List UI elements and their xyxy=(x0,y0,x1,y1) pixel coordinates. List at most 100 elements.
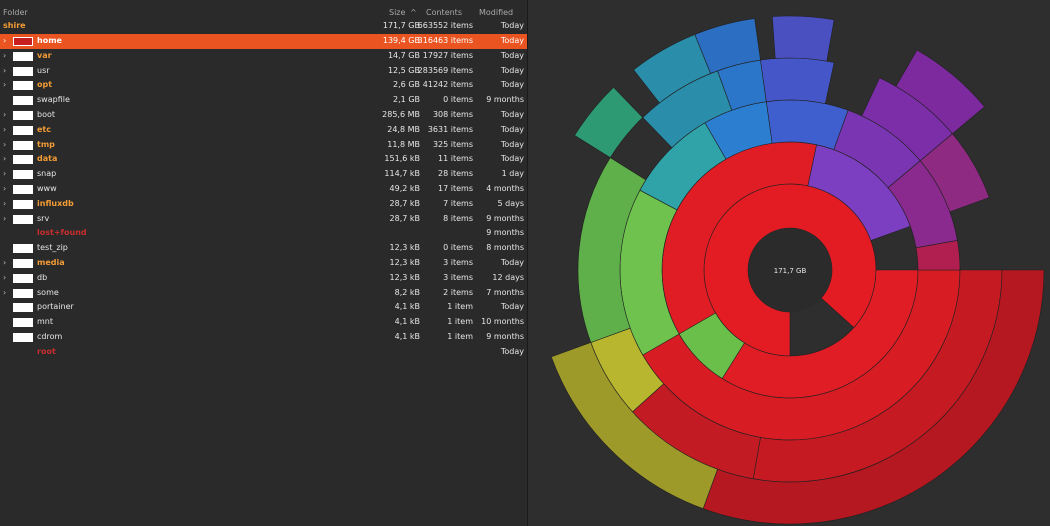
expand-arrow-icon[interactable]: › xyxy=(3,184,7,193)
home-segment[interactable] xyxy=(702,269,1045,525)
folder-size: 8,2 kB xyxy=(394,287,420,297)
folder-modified: 1 day xyxy=(501,169,524,179)
expand-arrow-icon[interactable]: › xyxy=(3,169,7,179)
expand-arrow-icon[interactable]: › xyxy=(3,198,7,208)
segment[interactable] xyxy=(919,133,990,213)
contents-column-header[interactable]: Contents xyxy=(426,8,462,17)
folder-contents: 8 items xyxy=(443,213,473,223)
folder-size: 11,8 MB xyxy=(387,139,420,149)
folder-modified: 4 months xyxy=(486,184,524,193)
table-row[interactable]: › influxdb 28,7 kB 7 items 5 days xyxy=(0,197,527,212)
table-row[interactable]: › var 14,7 GB 17927 items Today xyxy=(0,49,527,64)
expand-arrow-icon[interactable]: › xyxy=(3,287,7,297)
ring-chart-pane: 171,7 GB xyxy=(528,0,1050,526)
folder-modified: Today xyxy=(500,65,524,75)
expand-arrow-icon[interactable]: › xyxy=(3,124,7,134)
folder-color-swatch xyxy=(13,273,33,283)
folder-contents: 3631 items xyxy=(427,124,473,134)
folder-modified: Today xyxy=(500,302,524,312)
opt-segment[interactable] xyxy=(550,342,718,510)
table-row[interactable]: › srv 28,7 kB 8 items 9 months xyxy=(0,212,527,227)
table-row[interactable]: › home 139,4 GB 316463 items Today xyxy=(0,34,527,49)
usr-segment[interactable] xyxy=(760,57,835,105)
table-row[interactable]: mnt 4,1 kB 1 item 10 months xyxy=(0,315,527,330)
table-row[interactable]: › opt 2,6 GB 41242 items Today xyxy=(0,78,527,93)
folder-size: 4,1 kB xyxy=(394,317,420,327)
table-row[interactable]: root Today xyxy=(0,345,527,360)
folder-contents: 3 items xyxy=(443,272,473,282)
usr-segment[interactable] xyxy=(574,86,644,159)
expand-arrow-icon[interactable]: › xyxy=(3,272,7,282)
table-row[interactable]: › db 12,3 kB 3 items 12 days xyxy=(0,271,527,286)
table-row[interactable]: › snap 114,7 kB 28 items 1 day xyxy=(0,167,527,182)
segment[interactable] xyxy=(895,49,985,135)
ring-chart[interactable]: 171,7 GB xyxy=(528,0,1050,526)
folder-modified: Today xyxy=(500,258,524,267)
table-row[interactable]: › tmp 11,8 MB 325 items Today xyxy=(0,138,527,153)
folder-color-swatch xyxy=(13,51,33,61)
folder-size: 49,2 kB xyxy=(389,184,420,193)
table-row[interactable]: › www 49,2 kB 17 items 4 months xyxy=(0,182,527,197)
folder-contents: 316463 items xyxy=(417,36,473,45)
folder-color-swatch xyxy=(13,140,33,150)
folder-name: cdrom xyxy=(37,332,63,341)
root-folder-name: shire xyxy=(3,21,26,30)
folder-modified: Today xyxy=(500,154,524,164)
expand-arrow-icon[interactable]: › xyxy=(3,139,7,149)
table-row[interactable]: cdrom 4,1 kB 1 item 9 months xyxy=(0,330,527,345)
folder-color-swatch xyxy=(13,37,33,46)
usr-segment[interactable] xyxy=(771,15,835,62)
table-row[interactable]: › etc 24,8 MB 3631 items Today xyxy=(0,123,527,138)
expand-arrow-icon[interactable]: › xyxy=(3,110,7,119)
folder-modified: 10 months xyxy=(481,317,524,327)
folder-name: srv xyxy=(37,213,50,223)
ring-center[interactable] xyxy=(748,228,832,312)
folder-color-swatch xyxy=(13,244,33,254)
expand-arrow-icon[interactable]: › xyxy=(3,50,7,60)
expand-arrow-icon[interactable]: › xyxy=(3,65,7,75)
folder-contents: 28 items xyxy=(438,169,473,179)
folder-name: test_zip xyxy=(37,243,68,253)
pane-divider[interactable] xyxy=(527,0,528,526)
table-row[interactable]: › some 8,2 kB 2 items 7 months xyxy=(0,286,527,301)
folder-color-swatch xyxy=(13,199,33,209)
folder-contents: 41242 items xyxy=(422,80,473,90)
segment[interactable] xyxy=(915,240,961,271)
expand-arrow-icon[interactable]: › xyxy=(3,258,7,267)
folder-modified: Today xyxy=(500,50,524,60)
modified-column-header[interactable]: Modified xyxy=(479,8,514,17)
expand-arrow-icon[interactable]: › xyxy=(3,154,7,164)
table-row[interactable]: › data 151,6 kB 11 items Today xyxy=(0,152,527,167)
folder-color-swatch xyxy=(13,333,33,342)
usr-segment[interactable] xyxy=(694,18,761,74)
folder-size: 12,3 kB xyxy=(389,258,420,267)
usr-segment[interactable] xyxy=(766,99,849,151)
folder-contents: 17 items xyxy=(438,184,473,193)
folder-name: data xyxy=(37,154,58,164)
folder-modified: Today xyxy=(500,36,524,45)
folder-color-swatch xyxy=(13,303,33,313)
expand-arrow-icon[interactable]: › xyxy=(3,80,7,90)
table-row[interactable]: portainer 4,1 kB 1 item Today xyxy=(0,300,527,315)
sort-ascending-icon: ^ xyxy=(410,8,417,17)
folder-contents: 325 items xyxy=(432,139,473,149)
table-row[interactable]: swapfile 2,1 GB 0 items 9 months xyxy=(0,93,527,108)
size-column-header[interactable]: Size xyxy=(389,8,406,17)
table-row[interactable]: › boot 285,6 MB 308 items Today xyxy=(0,108,527,123)
folder-color-swatch xyxy=(13,185,33,194)
root-row[interactable]: shire 171,7 GB 663552 items Today xyxy=(0,19,527,34)
folder-contents: 0 items xyxy=(443,95,473,105)
expand-arrow-icon[interactable]: › xyxy=(3,36,7,45)
folder-size: 2,6 GB xyxy=(393,80,420,90)
folder-contents: 0 items xyxy=(443,243,473,253)
table-row[interactable]: › usr 12,5 GB 283569 items Today xyxy=(0,64,527,79)
table-row[interactable]: › media 12,3 kB 3 items Today xyxy=(0,256,527,271)
table-row[interactable]: lost+found 9 months xyxy=(0,226,527,241)
table-row[interactable]: test_zip 12,3 kB 0 items 8 months xyxy=(0,241,527,256)
folder-column-header[interactable]: Folder xyxy=(3,8,28,17)
folder-name: some xyxy=(37,287,59,297)
expand-arrow-icon[interactable]: › xyxy=(3,213,7,223)
folder-name: tmp xyxy=(37,139,55,149)
folder-color-swatch xyxy=(13,170,33,180)
folder-size: 4,1 kB xyxy=(394,332,420,341)
